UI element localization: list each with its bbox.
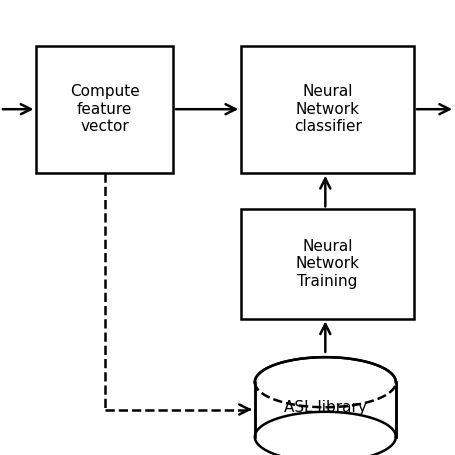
Text: Neural
Network
classifier: Neural Network classifier [293,84,362,134]
Text: ASL library: ASL library [284,400,367,415]
FancyBboxPatch shape [36,46,173,173]
Text: Compute
feature
vector: Compute feature vector [70,84,140,134]
FancyBboxPatch shape [241,209,414,318]
FancyBboxPatch shape [241,46,414,173]
Text: Neural
Network
Training: Neural Network Training [296,239,359,289]
Polygon shape [255,412,396,455]
FancyBboxPatch shape [255,382,396,437]
Polygon shape [255,357,396,407]
